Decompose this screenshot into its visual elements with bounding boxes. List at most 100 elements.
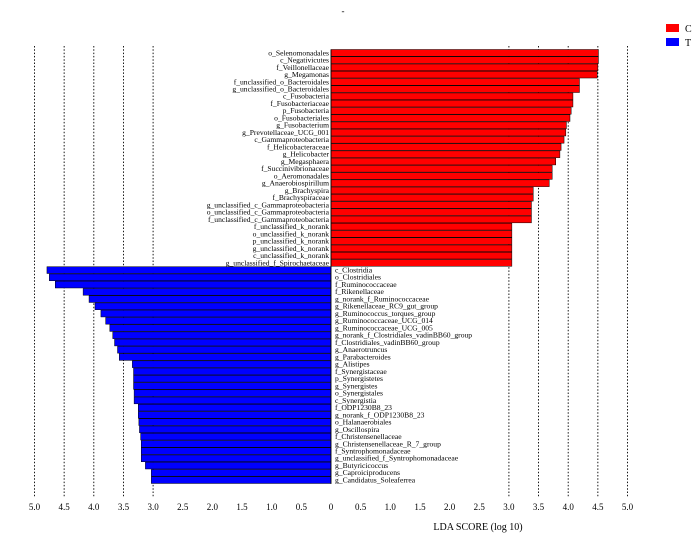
bar <box>330 143 562 151</box>
taxon-label: o_Halanaerobiales <box>335 418 392 427</box>
bar <box>330 99 574 108</box>
bar <box>330 49 599 57</box>
legend-label: T <box>685 38 691 49</box>
taxon-label: p_Synergistetes <box>335 374 383 383</box>
taxon-label: c_Fusobacteria <box>283 92 330 101</box>
x-tick-label: 4.5 <box>59 502 71 512</box>
bar <box>330 165 553 173</box>
x-tick-label: 2.5 <box>474 502 486 512</box>
taxon-label: g_Megasphaera <box>281 157 330 166</box>
bar <box>100 309 332 318</box>
bar <box>114 338 332 347</box>
x-axis: 5.0 4.5 4.0 3.5 3.0 2.5 2.0 1.5 1.0 0.5 0 0.5 1.0 1.5… <box>29 502 634 512</box>
taxon-label: g_Ruminococcaceae_UCG_014 <box>335 316 433 325</box>
taxon-label: g_Butyricicoccus <box>335 461 388 470</box>
taxon-label: g_Alistipes <box>335 360 370 369</box>
taxon-label: f_Helicobacteraceae <box>267 142 330 151</box>
lda-bars <box>46 49 599 484</box>
bar <box>330 107 572 115</box>
bar <box>133 367 332 376</box>
taxon-label: p_unclassified_k_norank <box>253 237 330 246</box>
bar <box>330 179 550 187</box>
bar <box>330 237 513 245</box>
bar <box>330 92 574 100</box>
bar <box>330 215 532 224</box>
taxon-label: g_Prevotellaceae_UCG_001 <box>242 128 329 137</box>
x-tick-label: 0 <box>329 502 334 512</box>
taxon-label: o_unclassified_c_Gammaproteobacteria <box>207 208 330 217</box>
bar <box>145 461 332 470</box>
bar <box>330 172 553 180</box>
taxon-label: c_Negativicutes <box>280 56 329 65</box>
taxon-label: f_Synergistaceae <box>335 367 387 376</box>
x-tick-label: 3.5 <box>533 502 545 512</box>
taxon-label: f_Fusobacteriaceae <box>270 99 329 108</box>
x-tick-label: 0.5 <box>355 502 367 512</box>
taxon-label: c_unclassified_k_norank <box>253 251 329 260</box>
taxon-label: f_unclassified_k_norank <box>254 222 329 231</box>
taxon-label: g_Ruminococcus_torques_group <box>335 309 436 318</box>
bar <box>140 432 332 441</box>
taxon-label: g_Megamonas <box>284 70 329 79</box>
taxon-label: f_Rikenellaceae <box>335 287 385 296</box>
taxon-label: g_unclassified_f_Spirochaetaceae <box>226 258 330 267</box>
taxon-label: o_Synergistales <box>335 389 383 398</box>
taxon-label: f_Succinivibrionaceae <box>261 164 330 173</box>
bar <box>330 230 513 238</box>
taxon-label: o_Fusobacteriales <box>274 113 329 122</box>
taxon-label: f_Ruminococcaceae <box>335 280 397 289</box>
bar <box>138 418 332 426</box>
taxon-label: g_Synergistes <box>335 381 378 390</box>
x-tick-label: 3.0 <box>503 502 515 512</box>
taxon-label: g_norank_f_ODP1230B8_23 <box>335 410 425 419</box>
taxon-label: g_Anaerobiospirillum <box>262 179 329 188</box>
taxon-label: f_ODP1230B8_23 <box>335 403 392 412</box>
taxon-label: g_norank_f_Clostridiales_vadinBB60_group <box>335 331 472 340</box>
taxon-label: f_Clostridiales_vadinBB60_group <box>335 338 440 347</box>
taxon-label: g_Brachyspira <box>285 186 330 195</box>
x-tick-label: 1.5 <box>414 502 426 512</box>
bar <box>330 157 556 166</box>
taxon-label: g_unclassified_o_Bacteroidales <box>232 85 329 94</box>
bar <box>55 280 332 289</box>
bar <box>330 114 571 122</box>
bar <box>94 302 332 310</box>
x-tick-label: 1.5 <box>236 502 248 512</box>
bar <box>330 128 567 137</box>
bar <box>133 382 332 390</box>
bar <box>138 411 332 419</box>
x-tick-label: 2.0 <box>207 502 219 512</box>
bar <box>330 56 599 64</box>
legend-swatch <box>666 38 679 46</box>
bar <box>330 223 513 231</box>
bar <box>330 78 580 86</box>
x-tick-label: 4.0 <box>563 502 575 512</box>
taxon-label: g_Anaerotruncus <box>335 345 387 354</box>
taxon-label: g_Fusobacterium <box>276 121 329 130</box>
legend-swatch <box>666 24 679 32</box>
bar <box>138 404 332 412</box>
bar <box>330 194 534 202</box>
taxon-label: f_unclassified_o_Bacteroidales <box>234 77 329 86</box>
bar <box>151 476 332 484</box>
bar <box>140 447 332 455</box>
bar <box>49 273 332 281</box>
bar <box>140 454 332 462</box>
bar <box>132 360 332 368</box>
bar <box>105 317 332 325</box>
taxon-label: f_Syntrophomonadaceae <box>335 447 411 456</box>
x-tick-label: 1.0 <box>385 502 397 512</box>
taxon-label: g_Oscillospira <box>335 425 380 434</box>
bar <box>330 186 534 195</box>
taxon-label: o_unclassified_k_norank <box>253 229 330 238</box>
x-tick-label: 3.5 <box>118 502 130 512</box>
taxon-label: g_unclassified_f_Syntrophomonadaceae <box>335 454 459 463</box>
bar <box>330 85 580 93</box>
x-tick-label: 1.0 <box>266 502 278 512</box>
x-tick-label: 2.5 <box>177 502 189 512</box>
bar <box>330 136 565 144</box>
bar <box>133 389 332 397</box>
x-tick-label: 5.0 <box>622 502 634 512</box>
taxon-label: c_Clostridia <box>335 266 373 275</box>
